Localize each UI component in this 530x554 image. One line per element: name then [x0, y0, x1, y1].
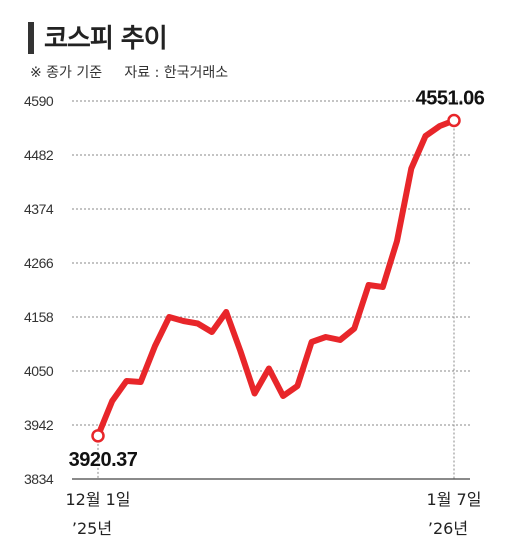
data-label: 3920.37: [69, 449, 138, 471]
markers-layer: [91, 113, 461, 443]
x-tick-year-label: ’25년: [72, 519, 112, 538]
y-tick-label: 4266: [24, 255, 54, 271]
chart-subtitle: ※ 종가 기준 자료 : 한국거래소: [30, 65, 229, 81]
y-axis-ticks: 4590 4482 4374 4266 4158 4050 3942 3834: [24, 93, 54, 487]
grid-lines: [72, 100, 470, 480]
data-labels: 3920.37 4551.06: [69, 87, 486, 471]
x-guides: [97, 120, 455, 479]
y-tick-label: 4374: [24, 201, 54, 217]
y-tick-label: 3834: [24, 471, 54, 487]
y-tick-label: 4050: [24, 363, 54, 379]
endpoint-marker: [91, 429, 105, 443]
y-tick-label: 4482: [24, 147, 54, 163]
series-layer: [95, 117, 457, 439]
data-label: 4551.06: [416, 87, 485, 109]
y-tick-label: 3942: [24, 417, 54, 433]
y-tick-label: 4590: [24, 93, 54, 109]
x-tick-label: 1월 7일: [427, 490, 482, 509]
endpoint-marker: [447, 113, 461, 128]
y-tick-label: 4158: [24, 309, 54, 325]
x-tick-year-label: ’26년: [428, 519, 468, 538]
x-axis-labels: 12월 1일 ’25년 1월 7일 ’26년: [65, 490, 481, 538]
series-line: [95, 117, 457, 439]
title-accent-bar: [28, 22, 34, 54]
x-tick-label: 12월 1일: [65, 490, 130, 509]
page-title: 코스피 추이: [44, 24, 168, 54]
